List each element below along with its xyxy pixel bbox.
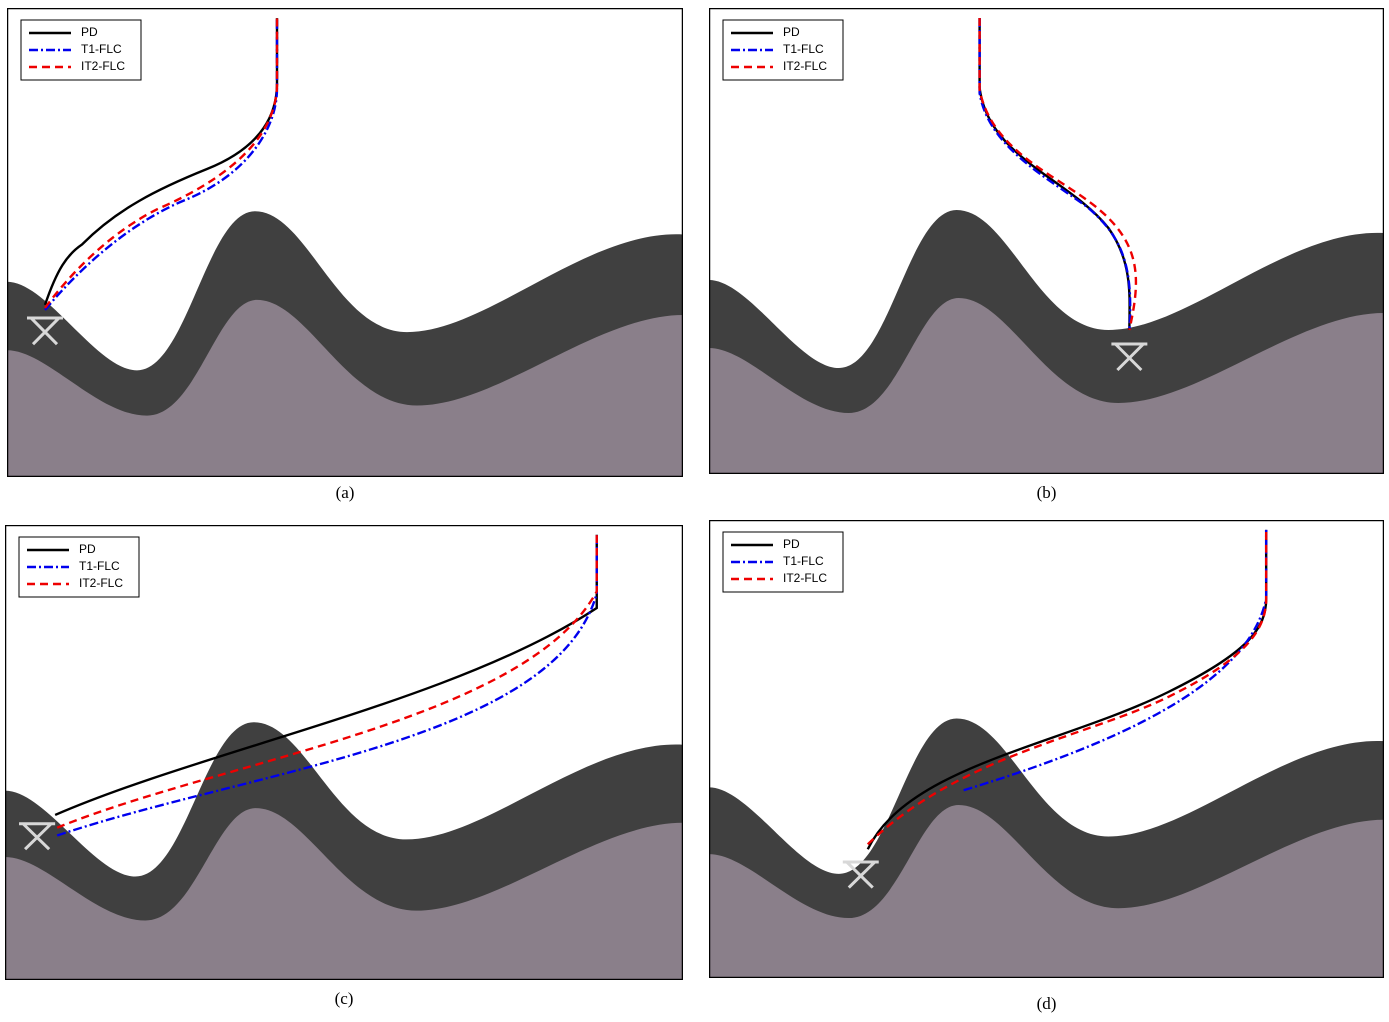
launch-pad [27,316,63,346]
ground [709,298,1384,474]
launch-pad [1111,342,1148,372]
legend-label: T1-FLC [81,42,122,56]
legend-label: T1-FLC [783,554,824,568]
frame [7,8,683,477]
panel-caption: (b) [1037,483,1057,502]
trajectory [963,529,1268,792]
ground [7,299,683,477]
legend-label: PD [79,542,96,556]
legend-label: PD [783,537,800,551]
trajectory [866,529,1268,846]
legend: PD T1-FLC IT2-FLC [20,19,142,81]
legend-label: IT2-FLC [783,571,827,585]
frame [5,525,683,980]
legend-label: IT2-FLC [783,59,827,73]
panel-caption: (c) [335,989,354,1008]
trajectory [56,534,598,829]
panel [709,8,1384,474]
trajectory [56,534,598,837]
trajectory [54,534,598,817]
launch-pad [842,860,879,889]
frame [709,520,1384,978]
legend-box [722,531,844,593]
legend: PD T1-FLC IT2-FLC [722,19,844,81]
frame [709,8,1384,474]
trajectory [44,18,279,311]
legend-label: IT2-FLC [79,576,123,590]
panel-caption: (d) [1037,994,1057,1013]
legend: PD T1-FLC IT2-FLC [722,531,844,593]
panel [5,525,683,980]
legend-label: PD [81,25,98,39]
legend-label: PD [783,25,800,39]
trajectory [978,18,1132,331]
panel [7,8,683,477]
ground [5,808,683,980]
legend: PD T1-FLC IT2-FLC [18,536,140,598]
legend-label: IT2-FLC [81,59,125,73]
legend-label: T1-FLC [79,559,120,573]
ground [709,805,1384,978]
launch-pad [19,822,56,851]
legend-label: T1-FLC [783,42,824,56]
panel-caption: (a) [336,483,355,502]
trajectory [44,18,279,309]
panel [709,520,1384,978]
